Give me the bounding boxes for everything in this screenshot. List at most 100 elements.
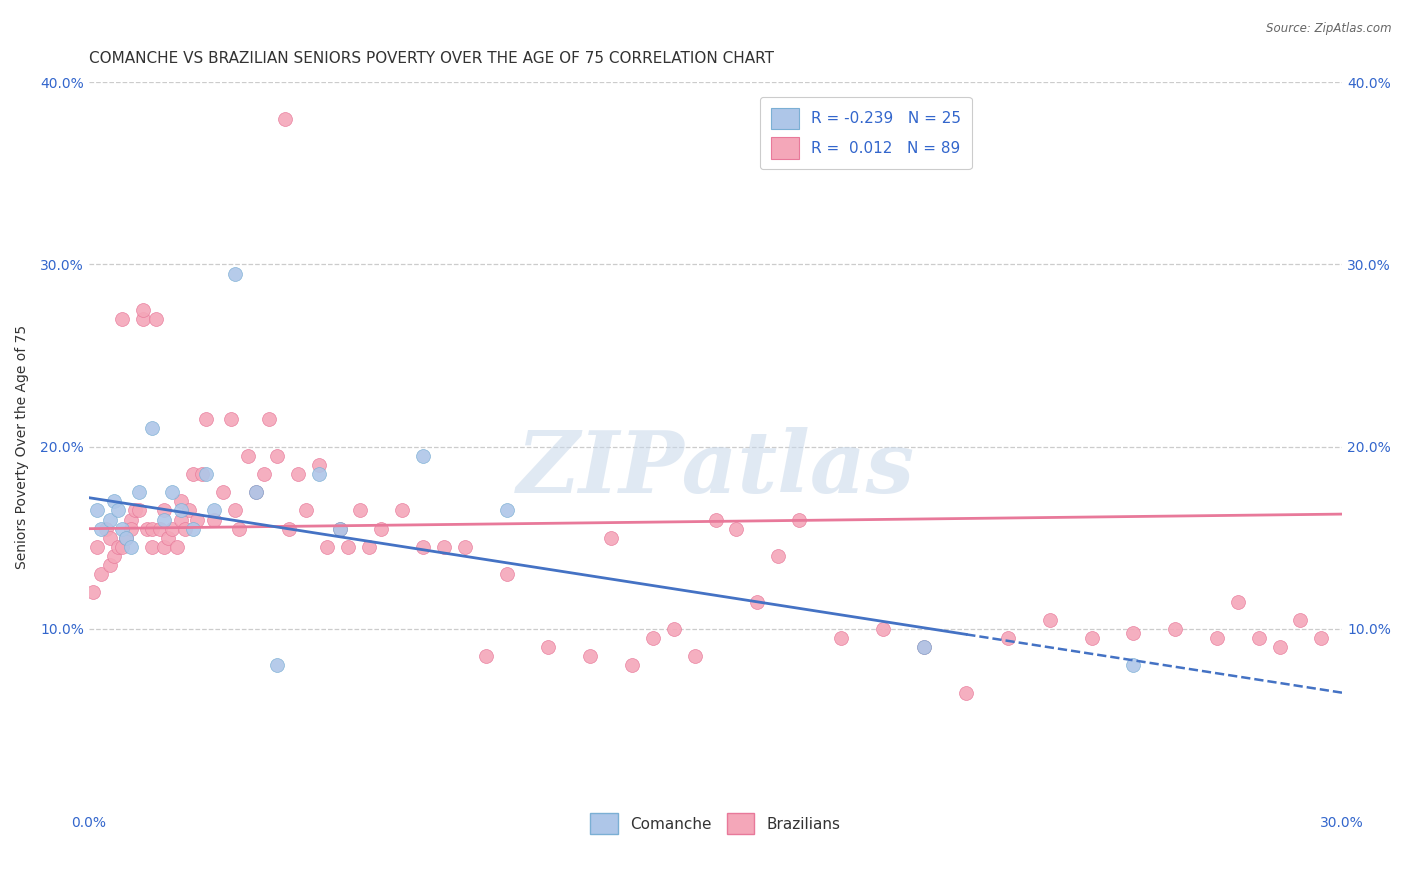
Point xyxy=(245,485,267,500)
Point xyxy=(683,649,706,664)
Point xyxy=(111,540,134,554)
Point xyxy=(349,503,371,517)
Point xyxy=(194,467,217,481)
Text: COMANCHE VS BRAZILIAN SENIORS POVERTY OVER THE AGE OF 75 CORRELATION CHART: COMANCHE VS BRAZILIAN SENIORS POVERTY OV… xyxy=(89,51,773,66)
Point xyxy=(162,522,184,536)
Point xyxy=(141,421,163,435)
Point xyxy=(224,503,246,517)
Point xyxy=(537,640,560,654)
Point xyxy=(136,522,159,536)
Point xyxy=(170,512,193,526)
Point xyxy=(433,540,456,554)
Point xyxy=(174,522,197,536)
Point xyxy=(153,512,176,526)
Point xyxy=(202,512,225,526)
Y-axis label: Seniors Poverty Over the Age of 75: Seniors Poverty Over the Age of 75 xyxy=(15,325,30,569)
Point xyxy=(308,467,330,481)
Point xyxy=(90,567,112,582)
Point xyxy=(132,302,155,317)
Point xyxy=(224,267,246,281)
Point xyxy=(253,467,276,481)
Point xyxy=(186,512,208,526)
Point xyxy=(145,312,167,326)
Point xyxy=(219,412,242,426)
Point xyxy=(747,594,769,608)
Point xyxy=(141,522,163,536)
Point xyxy=(266,658,288,673)
Point xyxy=(579,649,602,664)
Point xyxy=(641,631,664,645)
Point xyxy=(211,485,233,500)
Point xyxy=(997,631,1019,645)
Point xyxy=(228,522,250,536)
Point xyxy=(308,458,330,472)
Point xyxy=(955,686,977,700)
Point xyxy=(1122,625,1144,640)
Point xyxy=(141,540,163,554)
Point xyxy=(662,622,685,636)
Point xyxy=(266,449,288,463)
Point xyxy=(725,522,748,536)
Point xyxy=(1289,613,1312,627)
Point xyxy=(1310,631,1333,645)
Point xyxy=(914,640,936,654)
Point xyxy=(236,449,259,463)
Point xyxy=(474,649,496,664)
Text: ZIPatlas: ZIPatlas xyxy=(516,426,915,510)
Point xyxy=(86,540,108,554)
Point xyxy=(370,522,392,536)
Point xyxy=(166,540,188,554)
Point xyxy=(149,522,172,536)
Point xyxy=(295,503,318,517)
Point xyxy=(115,531,138,545)
Point xyxy=(190,467,212,481)
Point xyxy=(1247,631,1270,645)
Point xyxy=(1268,640,1291,654)
Point xyxy=(111,522,134,536)
Point xyxy=(194,412,217,426)
Point xyxy=(1080,631,1102,645)
Point xyxy=(181,522,204,536)
Point xyxy=(128,485,150,500)
Point xyxy=(202,503,225,517)
Point xyxy=(103,549,125,563)
Point xyxy=(157,531,180,545)
Point xyxy=(245,485,267,500)
Point xyxy=(153,540,176,554)
Point xyxy=(391,503,413,517)
Point xyxy=(257,412,280,426)
Point xyxy=(128,503,150,517)
Point xyxy=(107,503,129,517)
Point xyxy=(454,540,477,554)
Point xyxy=(103,494,125,508)
Legend: Comanche, Brazilians: Comanche, Brazilians xyxy=(581,804,849,844)
Point xyxy=(274,112,297,126)
Point xyxy=(1226,594,1249,608)
Point xyxy=(124,503,146,517)
Point xyxy=(704,512,727,526)
Point xyxy=(120,522,142,536)
Point xyxy=(1039,613,1062,627)
Point xyxy=(86,503,108,517)
Point xyxy=(328,522,350,536)
Point xyxy=(162,485,184,500)
Text: Source: ZipAtlas.com: Source: ZipAtlas.com xyxy=(1267,22,1392,36)
Point xyxy=(98,558,121,573)
Point xyxy=(328,522,350,536)
Point xyxy=(179,503,201,517)
Point xyxy=(914,640,936,654)
Point xyxy=(82,585,104,599)
Point xyxy=(153,503,176,517)
Point xyxy=(111,312,134,326)
Point xyxy=(412,449,434,463)
Point xyxy=(872,622,894,636)
Point xyxy=(181,467,204,481)
Point xyxy=(1122,658,1144,673)
Point xyxy=(287,467,309,481)
Point xyxy=(830,631,852,645)
Point xyxy=(620,658,643,673)
Point xyxy=(495,567,517,582)
Point xyxy=(120,512,142,526)
Point xyxy=(357,540,380,554)
Point xyxy=(412,540,434,554)
